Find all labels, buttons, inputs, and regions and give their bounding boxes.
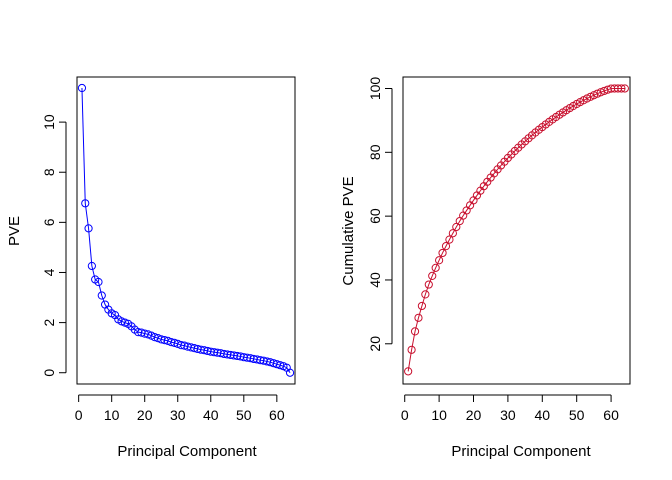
cumulative-pve-data-point — [404, 367, 413, 376]
pve-x-tick-label: 0 — [75, 407, 83, 423]
cumulative-pve-y-tick-label: 40 — [367, 272, 383, 288]
pve-y-tick-label: 0 — [41, 369, 57, 377]
pve-y-tick-label: 2 — [41, 318, 57, 326]
cumulative-pve-data-point — [596, 88, 605, 97]
pve-y-tick-label: 4 — [41, 268, 57, 276]
cumulative-pve-x-tick-label: 50 — [569, 407, 585, 423]
cumulative-pve-x-axis-title: Principal Component — [451, 443, 591, 460]
cumulative-pve-x-tick-label: 0 — [401, 407, 409, 423]
pve-y-axis-title: PVE — [6, 216, 23, 246]
cumulative-pve-data-point — [445, 235, 454, 244]
cumulative-pve-data-point — [424, 280, 433, 289]
pve-plot-frame — [76, 76, 296, 385]
cumulative-pve-panel: 0 10 20 30 40 50 60 20 40 60 80 100 Principal Comp… — [340, 76, 631, 460]
pve-y-tick-label: 10 — [41, 114, 57, 130]
pve-data-point — [94, 277, 103, 287]
cumulative-pve-series — [404, 84, 629, 376]
cumulative-pve-plot-frame — [402, 76, 631, 385]
cumulative-pve-data-point — [407, 345, 416, 354]
pve-y-ticks: 0 2 4 6 8 10 — [41, 114, 67, 377]
cumulative-pve-y-ticks: 20 40 60 80 100 — [367, 77, 393, 352]
pve-data-point — [81, 199, 90, 208]
cumulative-pve-data-point — [620, 84, 629, 93]
cumulative-pve-data-point — [438, 248, 447, 258]
cumulative-pve-data-point — [421, 290, 430, 299]
cumulative-pve-x-tick-label: 60 — [603, 407, 619, 423]
cumulative-pve-data-point — [431, 263, 440, 272]
cumulative-pve-data-point — [410, 327, 420, 336]
cumulative-pve-data-point — [441, 242, 451, 251]
cumulative-pve-x-tick-label: 40 — [535, 407, 551, 423]
cumulative-pve-data-point — [417, 301, 427, 311]
pve-y-tick-label: 6 — [41, 218, 57, 226]
pve-data-point — [285, 368, 295, 377]
pve-data-point — [84, 224, 93, 233]
cumulative-pve-series-line — [407, 87, 625, 372]
pve-data-point — [97, 291, 106, 300]
cumulative-pve-x-tick-label: 30 — [500, 407, 516, 423]
pve-x-tick-label: 60 — [269, 407, 285, 423]
cumulative-pve-y-tick-label: 60 — [367, 208, 383, 224]
pve-x-tick-label: 10 — [104, 407, 120, 423]
pve-y-tick-label: 8 — [41, 168, 57, 176]
pve-x-ticks: 0 10 20 30 40 50 60 — [75, 394, 285, 423]
pve-x-tick-label: 20 — [137, 407, 153, 423]
cumulative-pve-y-axis-title: Cumulative PVE — [340, 176, 357, 285]
pve-x-tick-label: 40 — [203, 407, 219, 423]
cumulative-pve-x-tick-label: 20 — [466, 407, 482, 423]
pve-x-axis-title: Principal Component — [117, 443, 257, 460]
cumulative-pve-x-tick-label: 10 — [431, 407, 447, 423]
cumulative-pve-y-tick-label: 80 — [367, 144, 383, 160]
pve-series-line — [81, 88, 291, 373]
cumulative-pve-y-tick-label: 100 — [367, 77, 383, 101]
cumulative-pve-x-ticks: 0 10 20 30 40 50 60 — [401, 394, 619, 423]
cumulative-pve-y-tick-label: 20 — [367, 336, 383, 352]
pve-data-point — [87, 261, 96, 271]
cumulative-pve-data-point — [435, 256, 444, 265]
pve-panel: 0 10 20 30 40 50 60 0 2 4 6 8 10 Principal Componen… — [6, 76, 296, 460]
cumulative-pve-data-point — [617, 84, 626, 93]
cumulative-pve-data-point — [448, 229, 457, 238]
cumulative-pve-data-point — [428, 271, 437, 280]
cumulative-pve-data-point — [414, 313, 423, 322]
pve-x-tick-label: 30 — [170, 407, 186, 423]
pve-x-tick-label: 50 — [236, 407, 252, 423]
cumulative-pve-data-point — [452, 222, 461, 232]
pve-series — [77, 83, 295, 377]
pve-data-point — [77, 83, 87, 93]
